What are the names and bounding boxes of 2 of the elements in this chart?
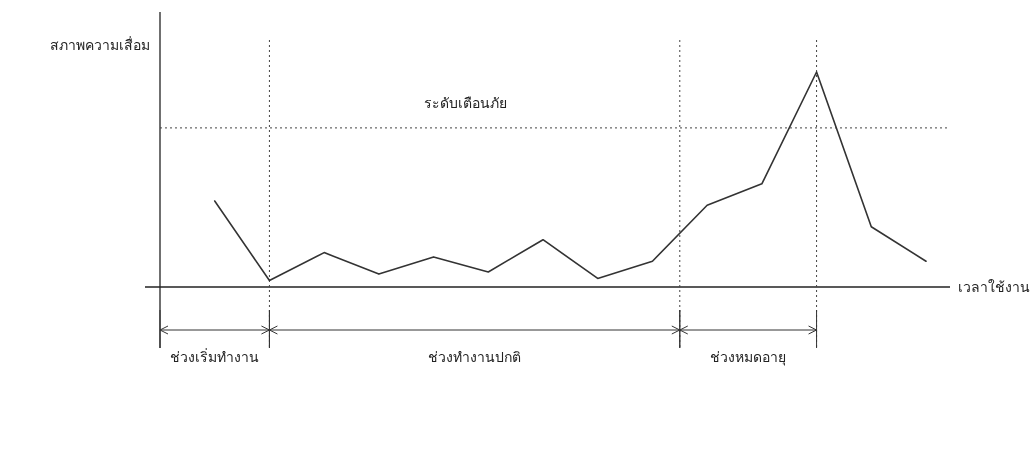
xlabel: เวลาใช้งาน bbox=[958, 279, 1030, 295]
ylabel: สภาพความเสื่อม bbox=[50, 37, 150, 53]
